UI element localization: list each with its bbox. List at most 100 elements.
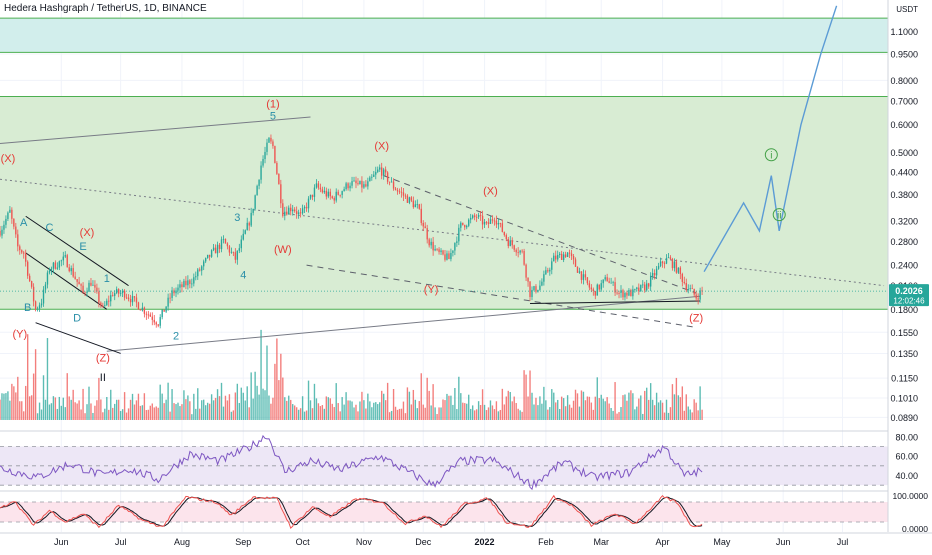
time-tick-label: Sep: [235, 537, 251, 547]
volume-bar: [228, 394, 231, 420]
candle-body: [444, 254, 446, 260]
volume-bar: [347, 400, 349, 420]
candle-body: [331, 196, 333, 199]
candle-body: [9, 209, 11, 213]
volume-bar: [141, 405, 144, 420]
wave-labels-layer: (X) A B C D E (X) 1 (Y) (Z) II 2 3 4 (W) 5(1) (X) (X) (Y) (…: [1, 46, 907, 384]
volume-bar: [428, 390, 430, 420]
volume-bar: [98, 377, 100, 420]
volume-bar: [325, 396, 328, 420]
candle-body: [612, 282, 614, 283]
volume-bar: [169, 411, 171, 420]
stoch-tick-label: 100.0000: [893, 491, 929, 501]
candle-body: [335, 191, 337, 201]
trend-line: [25, 215, 129, 287]
candle-body: [1, 229, 3, 236]
candle-body: [572, 256, 575, 260]
volume-bar: [454, 388, 456, 420]
volume-bar: [3, 393, 5, 420]
candle-body: [586, 277, 589, 284]
candle-body: [36, 308, 39, 310]
volume-bar: [406, 387, 409, 420]
candle-body: [123, 290, 126, 298]
volume-bar: [390, 410, 393, 420]
volume-bar: [290, 399, 292, 420]
volume-bar: [199, 408, 201, 420]
candle-body: [309, 194, 312, 199]
wave-label: II: [100, 372, 106, 384]
volume-bar: [440, 407, 442, 420]
candle-body: [547, 270, 549, 272]
volume-bar: [373, 402, 375, 420]
candle-body: [634, 289, 636, 290]
candle-body: [226, 243, 229, 247]
volume-bar: [297, 409, 300, 420]
volume-bar: [416, 408, 418, 420]
volume-bar: [626, 400, 628, 420]
volume-bar: [689, 409, 691, 420]
candle-body: [618, 292, 620, 294]
trend-line: [35, 322, 121, 354]
candle-body: [515, 249, 517, 253]
volume-bar: [566, 395, 569, 420]
volume-bar: [254, 371, 256, 420]
circled-wave-label: ii: [772, 208, 786, 222]
volume-bar: [179, 406, 181, 420]
price-tick-label: 0.8000: [890, 76, 918, 86]
volume-bar: [226, 400, 229, 420]
volume-bar: [468, 394, 470, 420]
candle-body: [367, 181, 369, 187]
candle-body: [208, 254, 211, 257]
wave-label: (W): [274, 244, 292, 256]
volume-bar: [570, 407, 573, 420]
candle-body: [594, 291, 596, 296]
volume-bar: [307, 380, 310, 420]
candle-body: [406, 195, 409, 203]
candle-body: [347, 183, 349, 189]
candle-body: [286, 211, 288, 215]
candle-body: [58, 261, 61, 268]
candle-body: [284, 211, 286, 216]
volume-bar: [699, 386, 701, 420]
volume-bar: [21, 401, 23, 420]
candle-body: [479, 214, 482, 216]
candle-body: [106, 300, 108, 305]
candle-body: [598, 284, 600, 290]
candle-body: [499, 223, 502, 224]
candle-body: [278, 173, 280, 185]
label-circle: [764, 148, 778, 162]
candle-body: [640, 284, 642, 292]
wave-label: 4: [240, 270, 246, 282]
volume-bar: [1, 393, 3, 420]
volume-bar: [155, 406, 157, 420]
candle-body: [333, 198, 335, 201]
candle-body: [663, 263, 666, 264]
volume-bar: [48, 404, 51, 420]
candle-body: [258, 179, 260, 186]
candle-body: [667, 257, 670, 259]
candle-body: [432, 241, 434, 251]
volume-bar: [648, 399, 650, 420]
candle-body: [471, 215, 474, 218]
candle-body: [414, 204, 417, 208]
candle-body: [363, 184, 365, 188]
candle-body: [70, 268, 72, 272]
stoch-pane: [0, 490, 888, 530]
candles-layer: [0, 134, 703, 329]
time-tick-label: Nov: [356, 537, 373, 547]
candle-body: [203, 261, 205, 267]
volume-bar: [481, 389, 484, 420]
volume-bar: [282, 377, 284, 420]
candle-body: [345, 183, 347, 190]
candle-body: [452, 250, 454, 253]
volume-bar: [50, 403, 53, 420]
chart-title: Hedera Hashgraph / TetherUS, 1D, BINANCE: [4, 3, 207, 14]
candle-body: [34, 301, 37, 310]
volume-bar: [527, 396, 529, 420]
volume-bar: [655, 392, 658, 420]
candle-body: [357, 183, 359, 185]
candle-body: [501, 223, 504, 232]
volume-bar: [665, 399, 668, 420]
candle-body: [685, 283, 687, 290]
